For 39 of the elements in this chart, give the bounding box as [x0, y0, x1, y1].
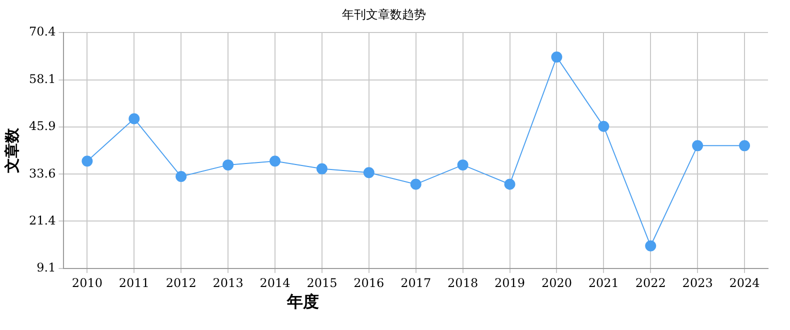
- chart-title: 年刊文章数趋势: [342, 7, 426, 22]
- y-tick-label: 45.9: [29, 118, 56, 133]
- point: [504, 178, 516, 190]
- y-tick-label: 70.4: [29, 24, 56, 39]
- x-tick-label: 2019: [494, 276, 526, 290]
- x-tick-label: 2016: [354, 276, 384, 290]
- x-tick-label: 2021: [588, 276, 619, 290]
- x-tick-label: 2015: [306, 276, 338, 290]
- point: [739, 140, 750, 152]
- point: [222, 159, 234, 170]
- x-tick-label: 2023: [682, 276, 713, 290]
- x-axis-title: 年度: [286, 292, 320, 312]
- x-tick-label: 2024: [729, 276, 760, 290]
- point: [692, 140, 704, 152]
- point: [457, 159, 468, 170]
- point: [645, 240, 656, 252]
- x-tick-label: 2011: [118, 276, 150, 290]
- point: [363, 167, 374, 178]
- point: [551, 52, 562, 63]
- point: [270, 156, 281, 167]
- point: [410, 178, 422, 190]
- y-tick-label: 21.4: [29, 213, 56, 228]
- point: [316, 163, 328, 174]
- y-axis-title: 文章数: [2, 127, 21, 174]
- y-tick-label: 9.1: [36, 260, 56, 275]
- point: [82, 156, 93, 167]
- point: [128, 113, 140, 124]
- y-tick-label: 58.1: [29, 72, 56, 86]
- x-tick-label: 2017: [400, 276, 432, 290]
- point: [176, 171, 187, 182]
- point: [598, 120, 610, 132]
- x-tick-label: 2013: [212, 276, 244, 290]
- x-tick-label: 2012: [166, 276, 196, 290]
- x-tick-label: 2010: [72, 276, 102, 290]
- x-tick-label: 2014: [260, 276, 291, 290]
- x-tick-label: 2018: [448, 276, 478, 290]
- y-tick-label: 33.6: [29, 166, 56, 180]
- x-tick-label: 2022: [635, 276, 666, 290]
- x-tick-label: 2020: [541, 276, 572, 290]
